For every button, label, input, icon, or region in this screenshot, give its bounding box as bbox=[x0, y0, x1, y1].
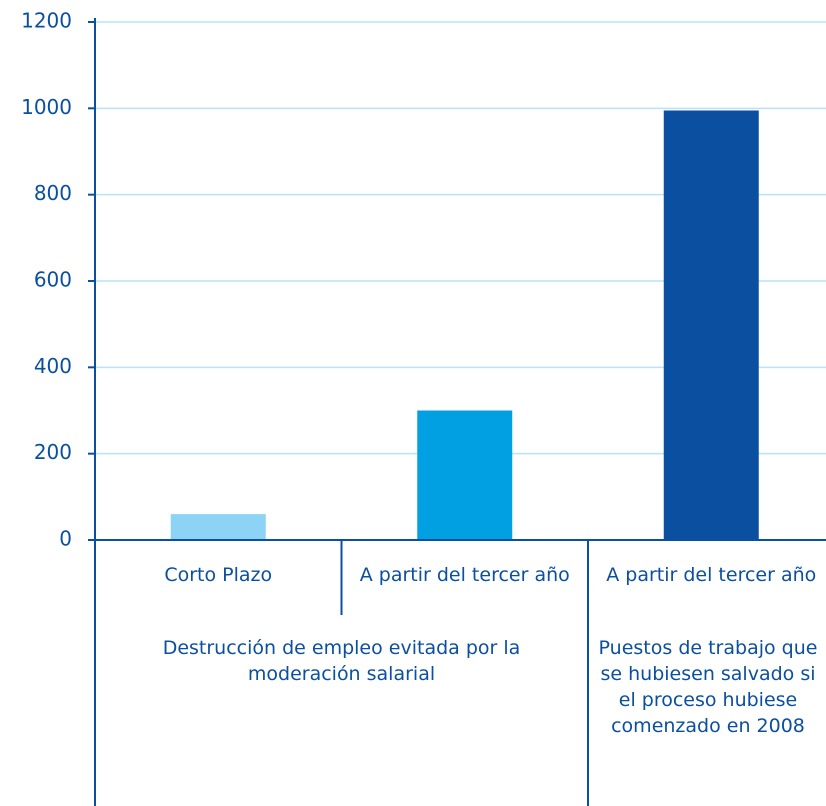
y-tick-label: 1200 bbox=[21, 9, 72, 33]
y-tick-label: 1000 bbox=[21, 95, 72, 119]
y-tick-label: 600 bbox=[34, 268, 72, 292]
group-label: Destrucción de empleo evitada por la mod… bbox=[162, 637, 521, 685]
x-tick-label: A partir del tercer año bbox=[359, 564, 570, 586]
bar bbox=[417, 410, 513, 540]
y-tick-label: 800 bbox=[34, 181, 72, 205]
y-tick-label: 400 bbox=[34, 354, 72, 378]
bar bbox=[663, 110, 759, 540]
x-tick-label: Corto Plazo bbox=[164, 564, 273, 586]
bar bbox=[170, 514, 266, 540]
y-tick-label: 200 bbox=[34, 440, 72, 464]
x-tick-label: A partir del tercer año bbox=[606, 564, 817, 586]
y-tick-label: 0 bbox=[59, 527, 72, 551]
group-label: Puestos de trabajo que se hubiesen salva… bbox=[598, 637, 818, 737]
